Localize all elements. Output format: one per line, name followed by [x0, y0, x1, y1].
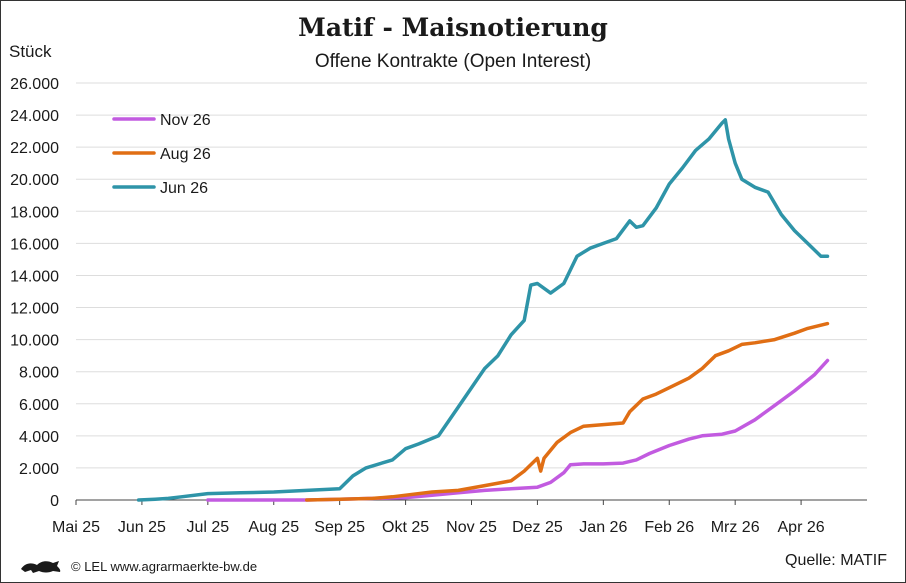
legend-label: Nov 26 [160, 112, 211, 129]
series-line-nov-26 [206, 358, 830, 502]
footer-credit: © LEL www.agrarmaerkte-bw.de [19, 557, 257, 575]
x-tick-label: Mai 25 [52, 519, 100, 536]
y-tick-label: 8.000 [19, 365, 59, 382]
y-tick-label: 22.000 [10, 140, 59, 157]
x-tick-label: Mrz 26 [711, 519, 760, 536]
x-tick-label: Dez 25 [512, 519, 563, 536]
y-tick-label: 16.000 [10, 236, 59, 253]
legend-label: Aug 26 [160, 146, 211, 163]
x-tick-label: Nov 25 [446, 519, 497, 536]
y-axis-label: Stück [9, 42, 52, 61]
y-tick-labels: 0 2.000 4.000 6.000 8.000 10.000 12.000 14.000 1… [10, 76, 59, 510]
legend-label: Jun 26 [160, 180, 208, 197]
x-tick-label: Sep 25 [314, 519, 365, 536]
y-tick-label: 4.000 [19, 429, 59, 446]
y-tick-label: 14.000 [10, 268, 59, 285]
x-axis: Mai 25 Jun 25 Jul 25 Aug 25 Sep 25 Okt 25 Nov … [52, 499, 867, 536]
source-text: Quelle: MATIF [785, 552, 887, 569]
x-tick-label: Aug 25 [248, 519, 299, 536]
y-tick-label: 2.000 [19, 461, 59, 478]
x-tick-label: Jun 25 [118, 519, 166, 536]
y-tick-label: 12.000 [10, 301, 59, 318]
series-line-aug-26 [304, 321, 830, 502]
series-line-jun-26 [136, 118, 830, 502]
x-tick-label: Jul 25 [186, 519, 229, 536]
x-tick-label: Jan 26 [579, 519, 627, 536]
y-tick-label: 18.000 [10, 204, 59, 221]
series-lines [136, 118, 830, 502]
y-tick-label: 24.000 [10, 108, 59, 125]
chart-title: Matif - Maisnotierung [298, 13, 608, 42]
legend: Nov 26 Aug 26 Jun 26 [112, 112, 211, 197]
y-tick-label: 6.000 [19, 397, 59, 414]
y-tick-label: 0 [50, 493, 59, 510]
credit-text: © LEL www.agrarmaerkte-bw.de [71, 558, 258, 574]
y-tick-label: 10.000 [10, 333, 59, 350]
gridlines [76, 82, 867, 469]
y-tick-label: 20.000 [10, 172, 59, 189]
x-tick-label: Okt 25 [382, 519, 429, 536]
y-tick-label: 26.000 [10, 76, 59, 93]
x-tick-label: Apr 26 [778, 519, 825, 536]
lion-logo-icon [21, 561, 61, 573]
chart-subtitle: Offene Kontrakte (Open Interest) [314, 51, 592, 72]
x-tick-label: Feb 26 [644, 519, 694, 536]
